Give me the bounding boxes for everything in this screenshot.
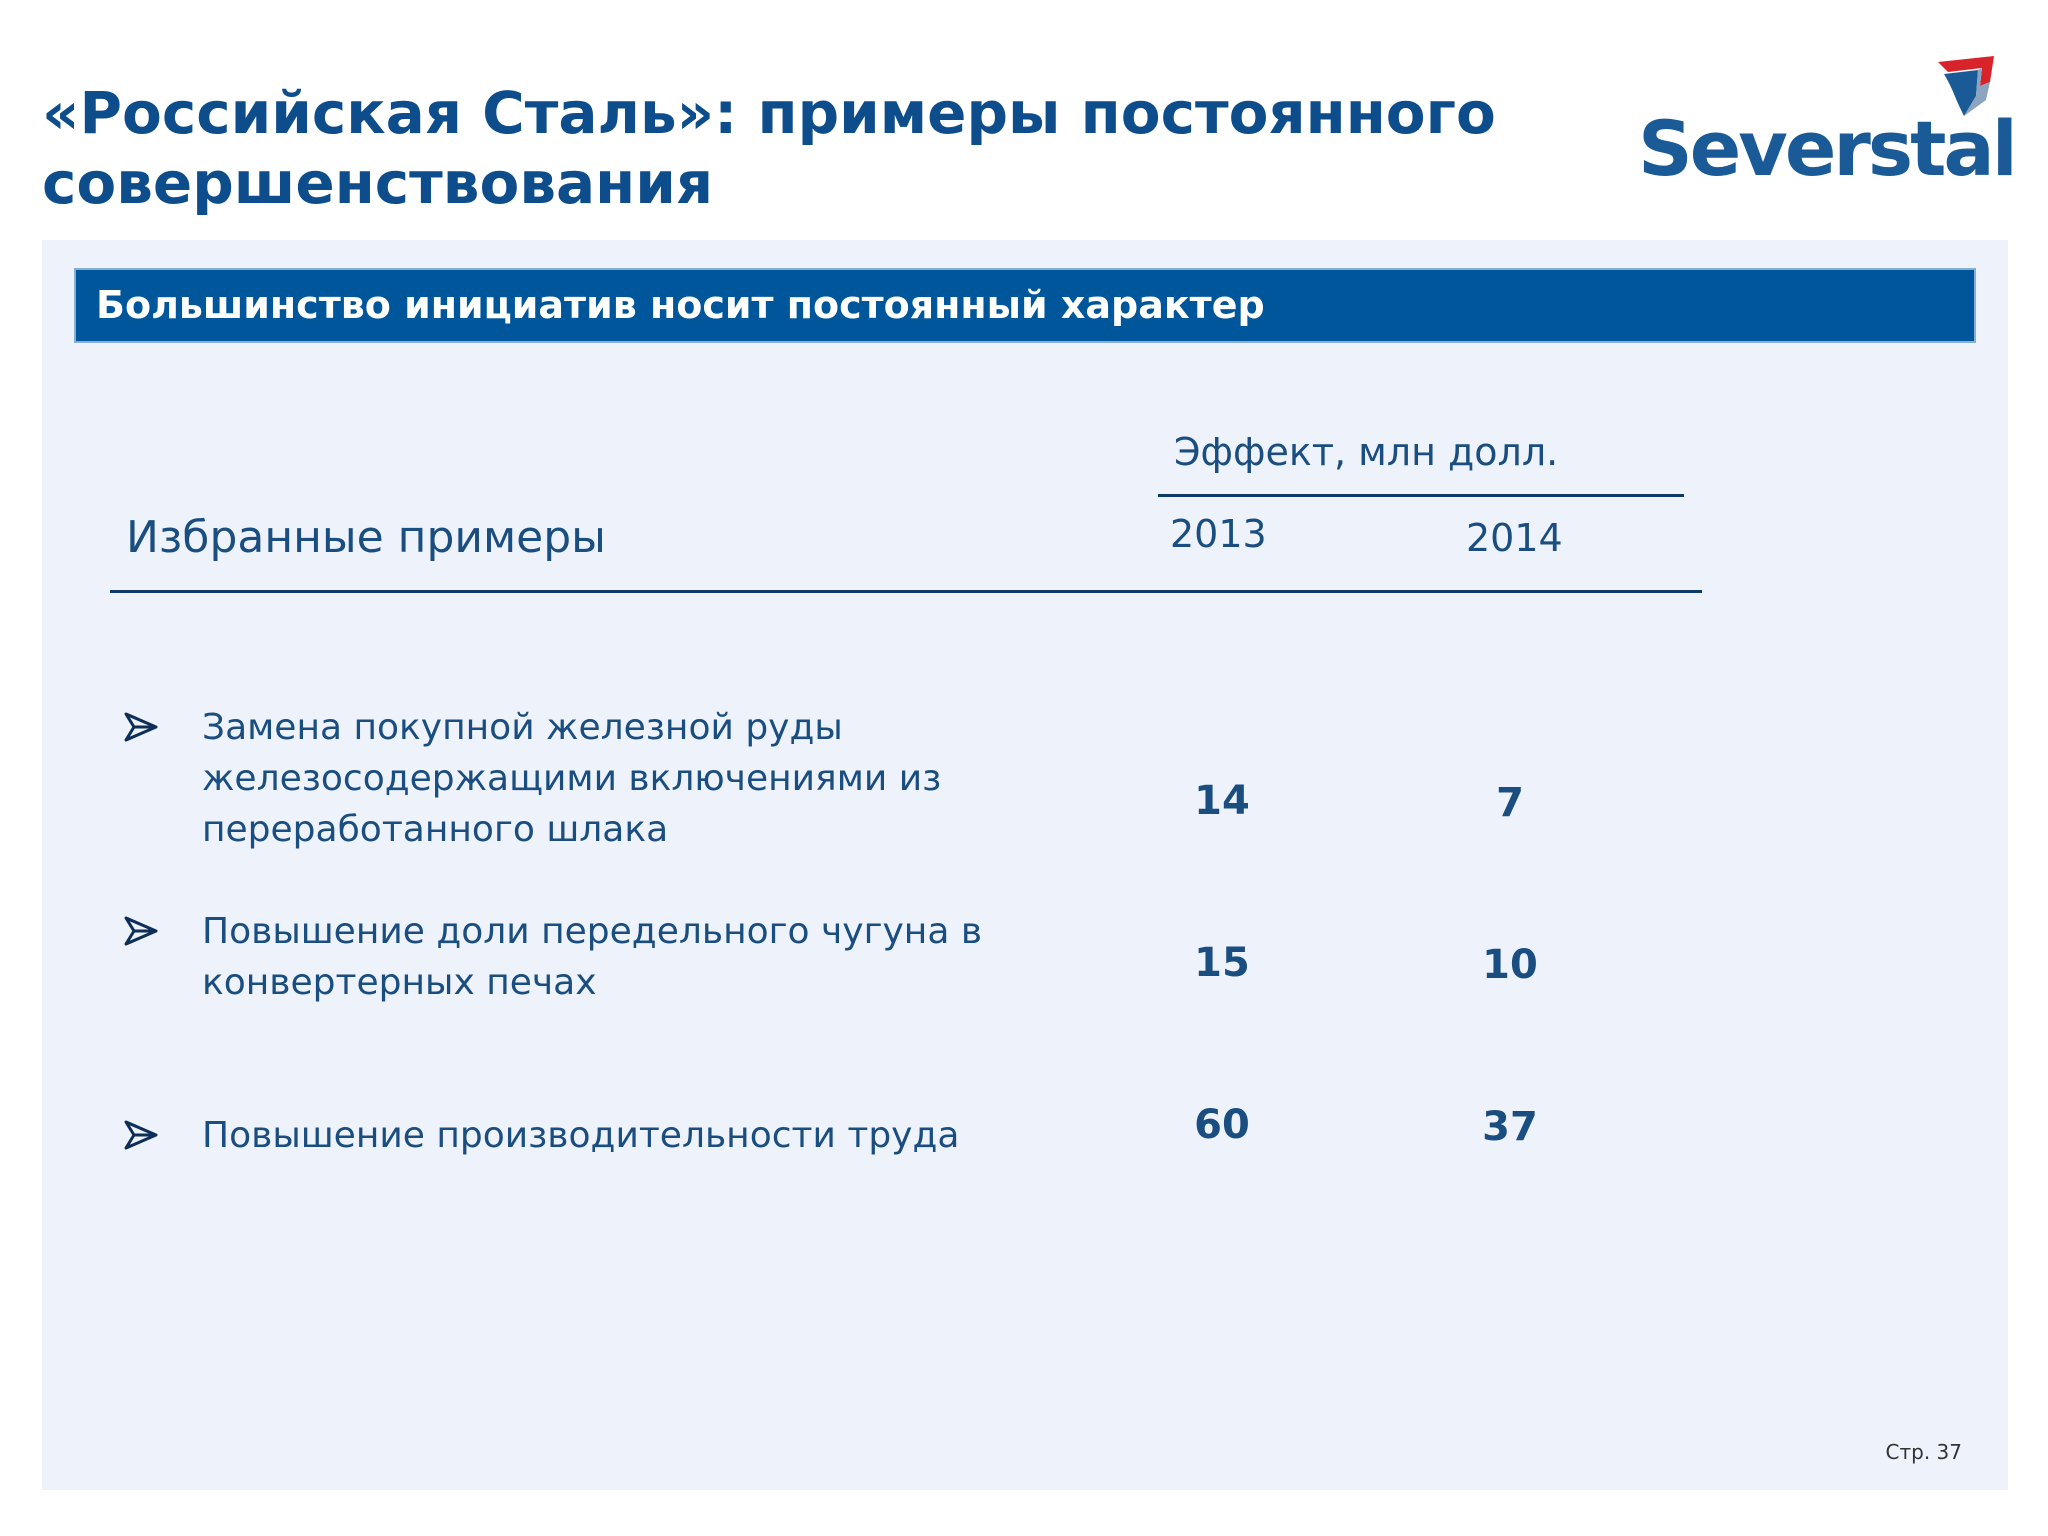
arrow-bullet-icon (124, 1120, 158, 1150)
arrow-bullet-icon (124, 916, 158, 946)
severstal-logo: Severstal (1630, 52, 2018, 202)
value-2013: 15 (1194, 940, 1250, 986)
row-text: Замена покупной железной руды железосоде… (202, 707, 942, 850)
value-2014: 7 (1496, 780, 1524, 826)
value-2014: 37 (1482, 1104, 1538, 1150)
column-label-examples: Избранные примеры (126, 512, 606, 563)
section-banner: Большинство инициатив носит постоянный х… (74, 268, 1976, 343)
value-2013: 14 (1194, 778, 1250, 824)
page-number: Стр. 37 (1885, 1440, 1962, 1464)
column-year-2013: 2013 (1170, 512, 1267, 556)
value-2014: 10 (1482, 942, 1538, 988)
column-year-2014: 2014 (1466, 516, 1563, 560)
severstal-logo-icon (1938, 56, 1994, 116)
value-2013: 60 (1194, 1102, 1250, 1148)
row-text: Повышение производительности труда (202, 1115, 960, 1156)
arrow-bullet-icon (124, 712, 158, 742)
effect-divider (1158, 494, 1684, 497)
logo-text: Severstal (1638, 104, 2018, 193)
content-panel: Большинство инициатив носит постоянный х… (42, 240, 2008, 1490)
header-divider (110, 590, 1702, 593)
row-text: Повышение доли передельного чугуна в кон… (202, 911, 983, 1003)
effect-label: Эффект, млн долл. (1174, 430, 1559, 474)
slide-title: «Российская Сталь»: примеры постоянного … (42, 79, 1496, 217)
